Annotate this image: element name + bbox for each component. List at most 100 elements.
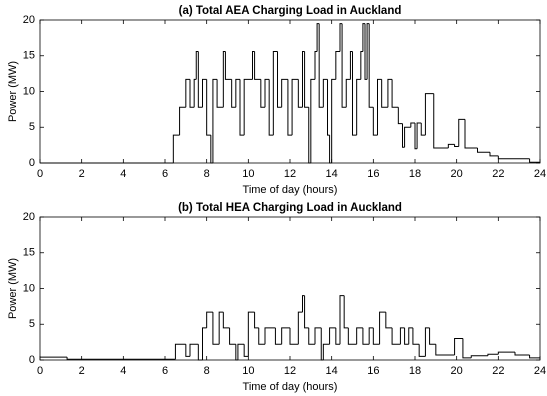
step-segment: [254, 312, 259, 329]
step-segment: [195, 50, 199, 80]
y-tick-label: 0: [29, 354, 35, 366]
x-tick-label: 20: [451, 365, 463, 377]
step-segment: [387, 78, 393, 108]
step-segment: [339, 23, 343, 52]
x-tick-label: 22: [492, 365, 504, 377]
step-segment: [216, 79, 224, 108]
step-segment: [399, 327, 405, 345]
step-segment: [335, 327, 340, 345]
step-segment: [424, 93, 434, 136]
chart-title: (a) Total AEA Charging Load in Auckland: [179, 5, 402, 17]
step-segment: [314, 327, 322, 345]
step-segment: [464, 119, 478, 149]
step-segment: [418, 344, 426, 357]
step-segment: [331, 78, 336, 163]
x-tick-label: 20: [451, 168, 463, 180]
y-axis-label: Power (MW): [7, 61, 19, 122]
step-segment: [314, 50, 318, 80]
step-segment: [391, 79, 399, 108]
step-segment: [174, 343, 186, 360]
step-segment: [264, 78, 270, 108]
step-segment: [302, 295, 305, 313]
step-segment: [281, 78, 288, 108]
step-segment: [349, 50, 353, 80]
step-segment: [343, 295, 349, 329]
step-segment: [172, 134, 180, 163]
step-segment: [252, 50, 255, 80]
step-segment: [222, 50, 226, 108]
step-segment: [185, 78, 190, 108]
x-tick-label: 0: [37, 168, 43, 180]
x-tick-label: 16: [367, 365, 379, 377]
step-segment: [189, 343, 199, 357]
step-segment: [364, 23, 368, 80]
step-segment: [368, 23, 374, 108]
step-segment: [372, 107, 378, 136]
x-tick-label: 6: [162, 365, 168, 377]
step-segment: [212, 312, 220, 345]
x-tick-label: 8: [204, 365, 210, 377]
x-tick-label: 2: [79, 168, 85, 180]
step-segment: [210, 135, 213, 164]
y-tick-label: 15: [23, 247, 35, 259]
step-segment: [260, 79, 265, 108]
x-tick-label: 10: [242, 168, 254, 180]
step-segment: [339, 295, 345, 345]
step-segment: [243, 344, 249, 357]
step-segment: [318, 23, 324, 108]
step-segment: [497, 155, 530, 160]
step-segment: [222, 312, 230, 329]
y-tick-label: 15: [23, 50, 35, 62]
step-segment: [356, 78, 361, 136]
y-tick-label: 20: [23, 211, 35, 223]
step-segment: [243, 78, 253, 136]
step-segment: [297, 311, 303, 345]
step-segment: [231, 79, 236, 108]
step-segment: [197, 344, 203, 361]
step-segment: [308, 107, 311, 164]
x-axis-label: Time of day (hours): [243, 381, 338, 393]
step-segment: [372, 327, 380, 345]
x-tick-label: 18: [409, 365, 421, 377]
step-segment: [385, 312, 393, 329]
y-tick-label: 5: [29, 318, 35, 330]
step-segment: [302, 50, 305, 108]
step-segment: [322, 78, 328, 108]
step-segment: [360, 50, 363, 80]
x-tick-label: 12: [284, 365, 296, 377]
step-segment: [254, 51, 261, 80]
step-segment: [497, 351, 515, 355]
step-segment: [402, 123, 405, 148]
step-segment: [297, 79, 303, 108]
y-tick-label: 10: [23, 85, 35, 97]
step-segment: [433, 93, 449, 149]
step-segment: [391, 327, 401, 345]
step-segment: [329, 327, 336, 345]
step-segment: [206, 311, 213, 328]
step-segment: [454, 144, 459, 148]
step-segment: [329, 135, 332, 164]
step-segment: [470, 355, 488, 358]
step-segment: [477, 147, 490, 153]
step-segment: [408, 327, 413, 345]
x-tick-label: 4: [120, 365, 126, 377]
step-segment: [304, 51, 309, 108]
x-tick-label: 6: [162, 168, 168, 180]
step-segment: [316, 23, 320, 52]
step-segment: [185, 344, 190, 357]
step-segment: [529, 158, 540, 163]
step-segment: [377, 78, 382, 136]
x-tick-label: 2: [79, 365, 85, 377]
step-segment: [264, 327, 276, 345]
step-segment: [239, 79, 245, 136]
step-segment: [397, 107, 403, 125]
x-tick-label: 12: [284, 168, 296, 180]
step-segment: [404, 126, 411, 148]
step-segment: [206, 79, 211, 136]
step-segment: [179, 106, 186, 136]
x-tick-label: 14: [326, 365, 338, 377]
step-segment: [410, 122, 415, 128]
y-axis-label: Power (MW): [7, 258, 19, 319]
x-tick-label: 22: [492, 168, 504, 180]
